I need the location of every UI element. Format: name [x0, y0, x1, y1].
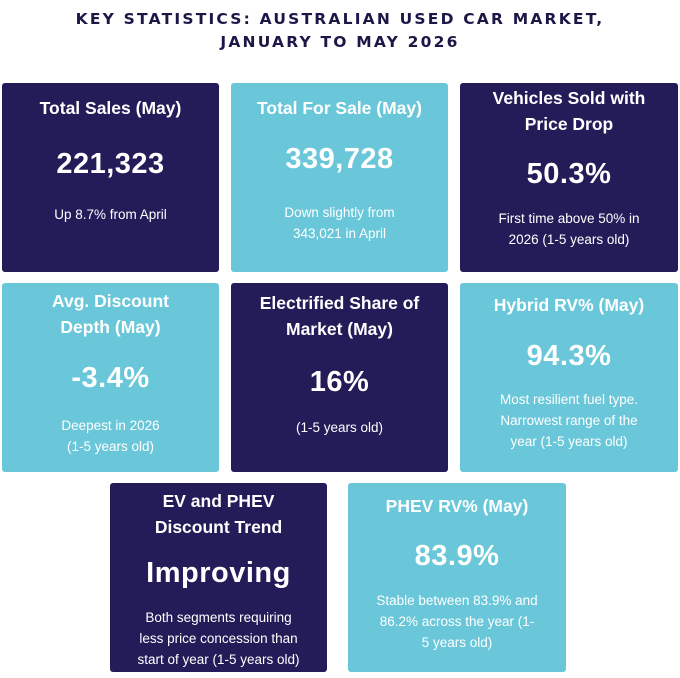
stat-card-value: 83.9% [414, 540, 500, 572]
heading-line: Hybrid RV% (May) [493, 295, 645, 315]
stat-card-note: First time above 50% in 2026 (1-5 years … [498, 208, 639, 250]
heading-line: Avg. Discount [52, 291, 169, 311]
stat-card-value: -3.4% [71, 362, 150, 394]
stat-card-ev-phev-trend: EV and PHEV Discount Trend Improving Bot… [110, 483, 327, 672]
note-line: Down slightly from [284, 205, 395, 220]
note-line: 86.2% across the year (1- [379, 614, 535, 629]
stat-card-heading: Electrified Share of Market (May) [260, 290, 420, 342]
note-line: Both segments requiring [145, 610, 292, 625]
heading-line: PHEV RV% (May) [385, 496, 529, 516]
stat-card-heading: EV and PHEV Discount Trend [155, 488, 282, 540]
stat-card-value: 50.3% [526, 158, 612, 190]
note-line: year (1-5 years old) [510, 434, 628, 449]
heading-line: Electrified Share of [259, 293, 420, 313]
stat-card-hybrid-rv: Hybrid RV% (May) 94.3% Most resilient fu… [460, 283, 678, 472]
stat-card-heading: Vehicles Sold with Price Drop [493, 85, 646, 137]
stat-card-heading: Total For Sale (May) [257, 95, 422, 121]
note-line: (1-5 years old) [295, 420, 384, 435]
stat-card-value: 221,323 [56, 148, 165, 180]
page-title-line-2: JANUARY TO MAY 2026 [220, 33, 460, 51]
note-line: Stable between 83.9% and [376, 593, 538, 608]
stat-card-heading: Hybrid RV% (May) [494, 292, 644, 318]
heading-line: EV and PHEV [162, 491, 275, 511]
stat-card-value: Improving [146, 557, 291, 589]
stat-card-value: 339,728 [285, 143, 394, 175]
heading-line: Depth (May) [60, 317, 161, 337]
heading-line: Market (May) [286, 319, 393, 339]
stat-card-note: Down slightly from 343,021 in April [284, 202, 394, 244]
stat-card-heading: Total Sales (May) [40, 95, 182, 121]
stat-card-note: Most resilient fuel type. Narrowest rang… [500, 389, 638, 452]
note-line: First time above 50% in [498, 211, 640, 226]
note-line: Up 8.7% from April [54, 207, 167, 222]
note-line: 5 years old) [421, 635, 493, 650]
stat-card-value: 94.3% [526, 340, 612, 372]
stat-card-electrified-share: Electrified Share of Market (May) 16% (1… [231, 283, 448, 472]
page-title: KEY STATISTICS: AUSTRALIAN USED CAR MARK… [0, 8, 680, 54]
stat-card-total-sales: Total Sales (May) 221,323 Up 8.7% from A… [2, 83, 219, 272]
note-line: Most resilient fuel type. [499, 392, 639, 407]
stat-card-price-drop: Vehicles Sold with Price Drop 50.3% Firs… [460, 83, 678, 272]
stat-card-note: Deepest in 2026 (1-5 years old) [61, 415, 159, 457]
heading-line: Discount Trend [154, 517, 283, 537]
note-line: 343,021 in April [292, 226, 387, 241]
stat-card-note: (1-5 years old) [296, 417, 383, 438]
stat-card-note: Stable between 83.9% and 86.2% across th… [376, 590, 537, 653]
stat-card-heading: Avg. Discount Depth (May) [52, 288, 169, 340]
note-line: start of year (1-5 years old) [137, 652, 300, 667]
heading-line: Vehicles Sold with [492, 88, 646, 108]
stat-card-heading: PHEV RV% (May) [386, 493, 529, 519]
stat-card-note: Both segments requiring less price conce… [137, 607, 299, 670]
stat-card-value: 16% [309, 366, 370, 398]
note-line: 2026 (1-5 years old) [508, 232, 630, 247]
note-line: Narrowest range of the [500, 413, 638, 428]
heading-line: Price Drop [524, 114, 614, 134]
note-line: less price concession than [139, 631, 298, 646]
stat-card-phev-rv: PHEV RV% (May) 83.9% Stable between 83.9… [348, 483, 566, 672]
heading-line: Total For Sale (May) [257, 98, 422, 118]
stat-card-avg-discount: Avg. Discount Depth (May) -3.4% Deepest … [2, 283, 219, 472]
stat-card-note: Up 8.7% from April [54, 204, 167, 225]
note-line: Deepest in 2026 [61, 418, 160, 433]
heading-line: Total Sales (May) [39, 98, 182, 118]
note-line: (1-5 years old) [66, 439, 155, 454]
stat-card-total-for-sale: Total For Sale (May) 339,728 Down slight… [231, 83, 448, 272]
page-title-line-1: KEY STATISTICS: AUSTRALIAN USED CAR MARK… [75, 10, 605, 28]
